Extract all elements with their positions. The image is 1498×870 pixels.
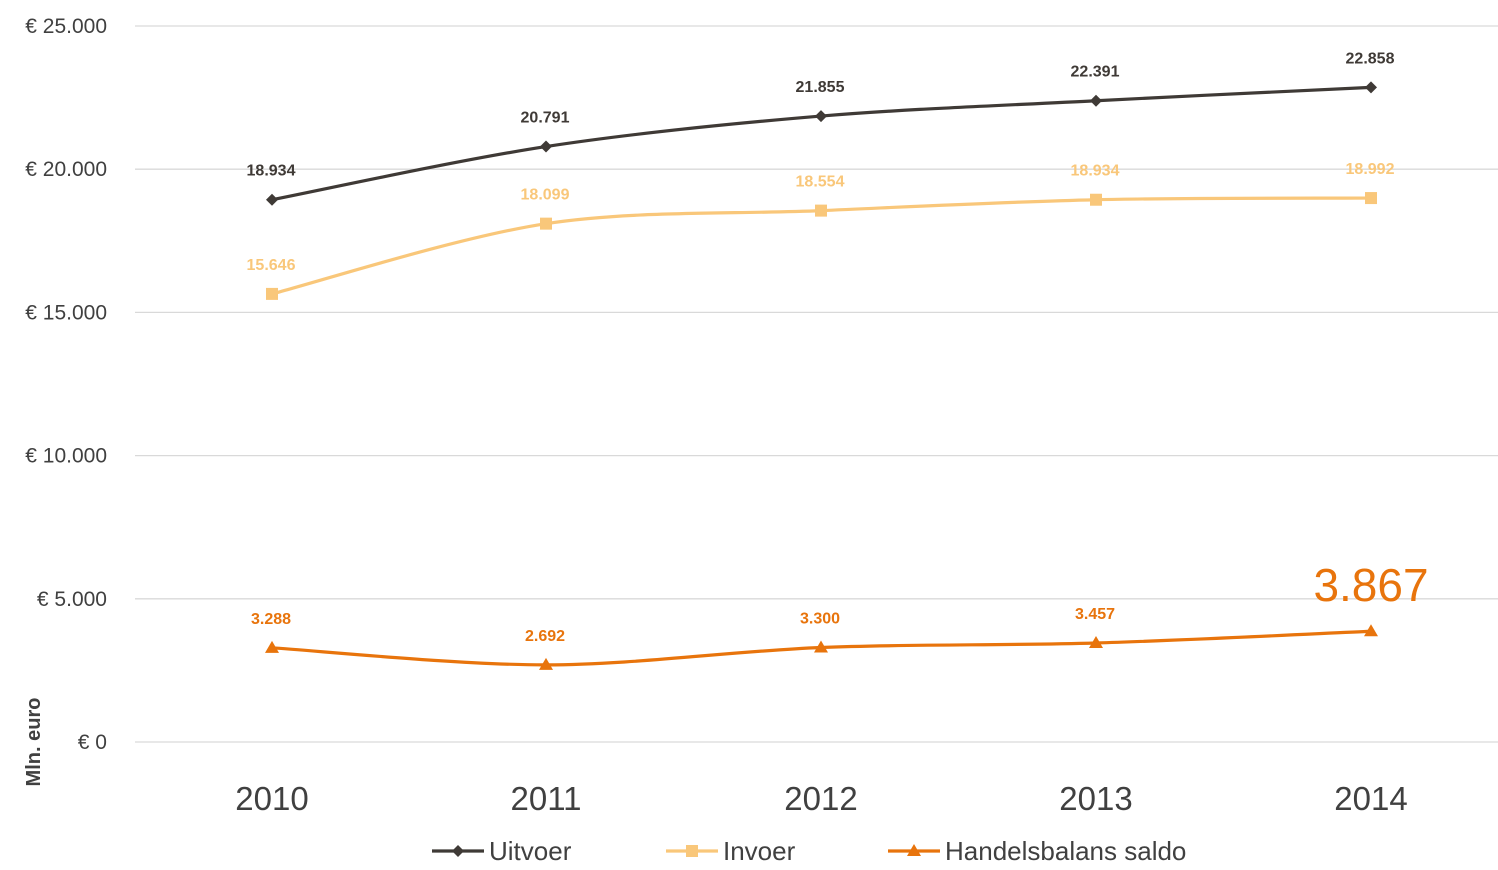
handelsbalans-saldo-data-label-2013: 3.457 bbox=[1075, 606, 1115, 623]
x-tick-label: 2010 bbox=[235, 780, 308, 817]
uitvoer-data-label-2011: 20.791 bbox=[521, 110, 570, 127]
uitvoer-marker-2011 bbox=[540, 140, 552, 153]
uitvoer-marker-2013 bbox=[1090, 94, 1102, 107]
invoer-data-label-2014: 18.992 bbox=[1346, 161, 1395, 178]
legend: Uitvoer Invoer Handelsbalans saldo bbox=[432, 836, 1186, 866]
legend-label: Uitvoer bbox=[489, 836, 572, 865]
y-tick-label: € 15.000 bbox=[25, 301, 107, 324]
y-axis-tick-labels: € 0 € 5.000 € 10.000 € 15.000 € 20.000 € 25.0… bbox=[25, 15, 107, 754]
legend-swatch-marker bbox=[686, 845, 698, 857]
uitvoer-data-label-2013: 22.391 bbox=[1071, 64, 1120, 81]
invoer-data-label-2013: 18.934 bbox=[1071, 163, 1120, 180]
y-tick-label: € 10.000 bbox=[25, 445, 107, 468]
uitvoer-data-label-2010: 18.934 bbox=[247, 163, 296, 180]
x-tick-label: 2011 bbox=[511, 780, 582, 817]
handelsbalans-saldo-marker-2010 bbox=[265, 640, 279, 653]
legend-item-invoer: Invoer bbox=[666, 836, 796, 866]
uitvoer-marker-2010 bbox=[266, 193, 278, 206]
handelsbalans-saldo-marker-2013 bbox=[1089, 635, 1103, 648]
handelsbalans-saldo-data-label-2014: 3.867 bbox=[1313, 559, 1428, 611]
legend-swatch-marker bbox=[452, 845, 464, 857]
legend-label: Invoer bbox=[723, 836, 796, 865]
uitvoer-marker-2012 bbox=[815, 110, 827, 123]
handelsbalans-saldo-data-label-2011: 2.692 bbox=[525, 628, 565, 645]
invoer-marker-2013 bbox=[1090, 193, 1102, 206]
handelsbalans-saldo-data-label-2010: 3.288 bbox=[251, 611, 291, 628]
y-tick-label: € 20.000 bbox=[25, 158, 107, 181]
invoer-marker-2011 bbox=[540, 217, 552, 230]
x-tick-label: 2012 bbox=[784, 780, 857, 817]
legend-swatch-marker bbox=[907, 844, 921, 856]
uitvoer-data-label-2012: 21.855 bbox=[796, 79, 845, 96]
handelsbalans-saldo-marker-2011 bbox=[539, 657, 553, 670]
invoer-data-label-2010: 15.646 bbox=[247, 257, 296, 274]
handelsbalans-saldo-data-label-2012: 3.300 bbox=[800, 610, 840, 627]
data-labels: 18.934 20.791 21.855 22.391 22.858 15.646 18.0… bbox=[247, 50, 1429, 645]
x-tick-label: 2013 bbox=[1059, 780, 1132, 817]
invoer-marker-2014 bbox=[1365, 192, 1377, 205]
legend-item-uitvoer: Uitvoer bbox=[432, 836, 572, 866]
y-tick-label: € 5.000 bbox=[37, 588, 107, 611]
series-markers bbox=[265, 81, 1378, 670]
x-tick-label: 2014 bbox=[1334, 780, 1407, 817]
uitvoer-data-label-2014: 22.858 bbox=[1346, 50, 1395, 67]
invoer-marker-2012 bbox=[815, 204, 827, 217]
handelsbalans-saldo-marker-2012 bbox=[814, 640, 828, 653]
uitvoer-marker-2014 bbox=[1365, 81, 1377, 94]
x-axis-tick-labels: 2010 2011 2012 2013 2014 bbox=[235, 780, 1407, 817]
handelsbalans-saldo-marker-2014 bbox=[1364, 624, 1378, 637]
legend-label: Handelsbalans saldo bbox=[945, 836, 1186, 865]
invoer-marker-2010 bbox=[266, 287, 278, 300]
invoer-data-label-2011: 18.099 bbox=[521, 187, 570, 204]
gridlines bbox=[135, 25, 1498, 743]
legend-item-handelsbalans-saldo: Handelsbalans saldo bbox=[888, 836, 1186, 866]
y-tick-label: € 25.000 bbox=[25, 15, 107, 38]
y-axis-label: Mln. euro bbox=[23, 698, 45, 787]
y-tick-label: € 0 bbox=[78, 731, 107, 754]
invoer-data-label-2012: 18.554 bbox=[796, 174, 845, 191]
